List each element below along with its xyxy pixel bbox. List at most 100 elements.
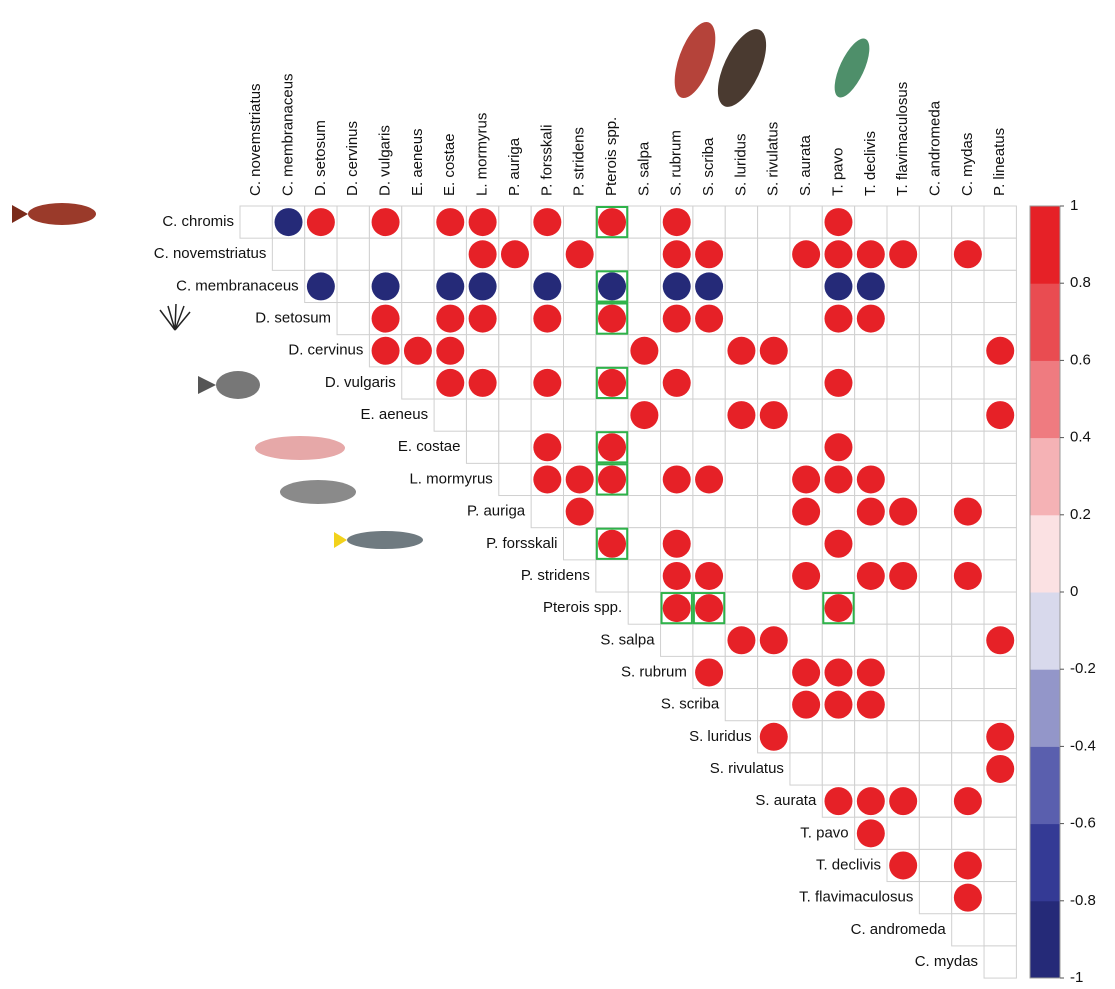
correlation-circle: [727, 626, 756, 655]
correlation-circle: [856, 787, 885, 816]
grid-cell: [433, 237, 467, 271]
grid-cell: [724, 205, 759, 239]
correlation-circle: [598, 433, 627, 462]
grid-cell: [789, 366, 823, 400]
highlight-box: [595, 206, 629, 239]
correlation-circle: [824, 433, 853, 462]
grid-cell: [530, 334, 565, 368]
grid-cell: [724, 302, 759, 336]
grid-cell: [304, 237, 338, 271]
grid-cell: [724, 591, 759, 625]
correlation-circle: [306, 208, 335, 237]
correlation-circle: [436, 304, 465, 333]
fish-icon: [198, 376, 216, 394]
correlation-circle: [889, 851, 918, 880]
correlation-circle: [371, 272, 400, 301]
grid-cell: [886, 334, 920, 368]
correlation-circle: [468, 240, 497, 269]
correlation-circle: [533, 368, 562, 397]
grid-cell: [757, 655, 791, 690]
correlation-circle: [792, 465, 821, 494]
correlation-circle: [274, 208, 303, 237]
grid-cell: [918, 720, 953, 754]
row-label: T. flavimaculosus: [799, 889, 913, 906]
grid-cell: [918, 752, 953, 786]
fish-icon: [717, 29, 767, 107]
correlation-circle: [824, 787, 853, 816]
grid-cell: [886, 752, 920, 786]
column-label: Pterois spp.: [603, 117, 620, 196]
grid-cell: [918, 302, 953, 336]
grid-cell: [498, 334, 532, 368]
grid-cell: [886, 591, 920, 625]
colorbar-tick-label: 0.8: [1070, 274, 1091, 291]
grid-cell: [821, 398, 856, 432]
highlight-box: [595, 366, 629, 400]
correlation-circle: [662, 272, 691, 301]
grid-cell: [627, 462, 662, 497]
grid-cell: [692, 527, 726, 561]
grid-cell: [724, 430, 759, 464]
correlation-circle: [436, 368, 465, 397]
grid-cell: [789, 430, 823, 464]
grid-cell: [627, 559, 662, 593]
correlation-circle: [662, 208, 691, 237]
colorbar-band: [1030, 823, 1060, 902]
fish-icon: [28, 203, 96, 225]
correlation-circle: [856, 272, 885, 301]
fish-icon: [280, 480, 356, 504]
column-label: S. rivulatus: [765, 122, 782, 196]
grid-cell: [983, 881, 1017, 915]
grid-cell: [757, 591, 791, 625]
grid-cell: [918, 848, 953, 883]
correlation-circle: [824, 272, 853, 301]
correlation-circle: [953, 240, 982, 269]
grid-cell: [627, 205, 662, 239]
correlation-circle: [824, 594, 853, 623]
correlation-circle: [306, 272, 335, 301]
grid-cell: [983, 237, 1017, 271]
grid-cell: [983, 205, 1017, 239]
correlation-circle: [856, 658, 885, 687]
grid-cell: [465, 398, 500, 432]
correlation-circle: [468, 208, 497, 237]
grid-cell: [563, 205, 597, 239]
correlation-circle: [468, 368, 497, 397]
column-label: D. setosum: [312, 120, 329, 196]
grid-cell: [757, 527, 791, 561]
grid-cell: [951, 205, 985, 239]
grid-cell: [886, 398, 920, 432]
grid-cell: [789, 591, 823, 625]
grid-cell: [886, 462, 920, 497]
column-label: P. stridens: [571, 127, 588, 196]
correlation-circle: [662, 368, 691, 397]
highlight-box: [822, 592, 855, 625]
grid-cell: [563, 430, 597, 464]
row-label: C. andromeda: [851, 921, 947, 938]
row-label: D. cervinus: [288, 342, 363, 359]
grid-cell: [918, 623, 953, 657]
fish-icon: [834, 38, 870, 98]
grid-cell: [886, 302, 920, 336]
grid-cell: [401, 302, 435, 336]
column-label: E. costae: [441, 133, 458, 196]
column-label: S. scriba: [700, 137, 717, 196]
correlation-circle: [824, 529, 853, 558]
correlation-circle: [953, 851, 982, 880]
correlation-circle: [371, 304, 400, 333]
grid-cell: [724, 527, 759, 561]
row-label: E. costae: [398, 438, 461, 455]
row-label: D. vulgaris: [325, 374, 396, 391]
correlation-circle: [695, 561, 724, 590]
correlation-circle: [533, 272, 562, 301]
grid-cell: [951, 688, 985, 722]
row-label: S. salpa: [600, 631, 655, 648]
grid-cell: [627, 527, 662, 561]
correlation-circle: [695, 465, 724, 494]
grid-cell: [692, 366, 726, 400]
grid-cell: [789, 623, 823, 657]
grid-cell: [692, 205, 726, 239]
grid-cell: [401, 205, 435, 239]
row-label: S. rivulatus: [710, 760, 784, 777]
correlation-circle: [889, 497, 918, 526]
